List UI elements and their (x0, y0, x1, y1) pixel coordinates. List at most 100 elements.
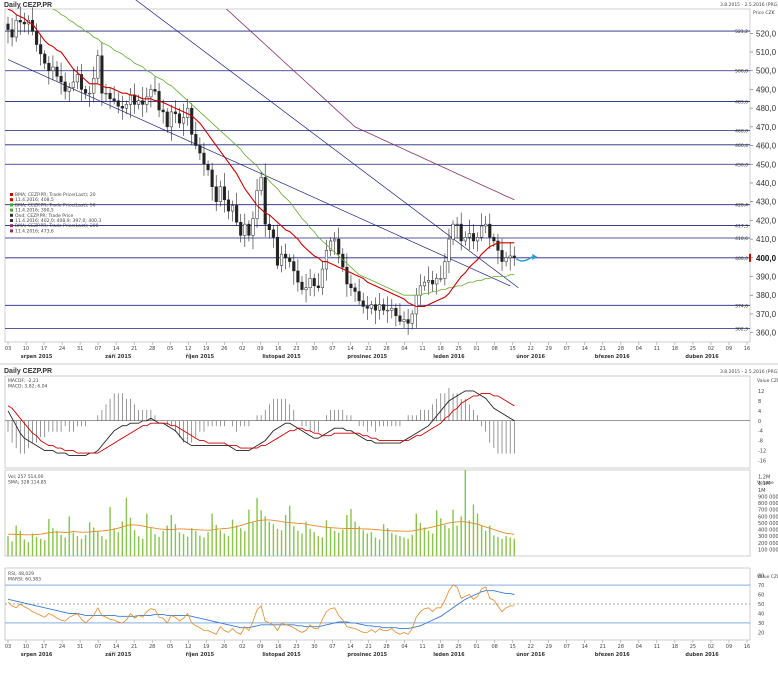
candle-body (259, 177, 263, 191)
volume-y-tick-label: 100 000 (758, 547, 778, 553)
x-day-label: 18 (672, 346, 678, 352)
price-y-tick-label: 480,0 (756, 104, 777, 113)
x-day-label: 09 (257, 346, 263, 352)
x-month-label-lower: říjen 2015 (186, 651, 215, 658)
volume-y-tick-label: 500 000 (758, 521, 778, 527)
price-legend-entry: 11.4.2016; 402,0; 408,9; 397,0; 400,3 (15, 218, 101, 224)
candle-body (426, 280, 431, 283)
price-level-label: 468,0 (735, 129, 748, 135)
candle-body (369, 304, 373, 309)
x-day-label-lower: 09 (257, 644, 263, 650)
x-month-label: prosinec 2015 (347, 354, 387, 360)
candle-body (198, 145, 202, 154)
candle-body (300, 281, 304, 290)
x-day-label-lower: 17 (41, 644, 47, 650)
x-day-label-lower: 02 (239, 644, 245, 650)
x-day-label: 25 (690, 346, 696, 352)
price-date-range: 3.8.2015 - 2.5.2016 (PRG) (720, 2, 778, 8)
candle-body (377, 304, 382, 311)
candle-body (504, 257, 508, 262)
x-day-label-lower: 15 (509, 644, 515, 650)
x-day-label-lower: 24 (59, 644, 65, 650)
price-level-label: 417,3 (735, 223, 748, 229)
price-level-label: 362,3 (735, 326, 748, 332)
x-day-label: 04 (636, 346, 642, 352)
candle-body (296, 270, 300, 283)
x-day-label-lower: 16 (744, 644, 750, 650)
price-y-tick-label: 360,0 (756, 329, 777, 338)
macd-y-tick-label: 12 (758, 389, 764, 395)
candle-body (18, 19, 22, 23)
legend-swatch (10, 229, 13, 233)
candle-body (398, 315, 402, 322)
x-day-label: 15 (509, 346, 515, 352)
rsi-y-tick-label: 80 (758, 574, 764, 580)
candle-body (280, 253, 284, 266)
price-legend-entry: BMA; CEZP.PR; Trade Price(Last); 50 (15, 202, 96, 208)
candle-body (484, 223, 488, 227)
candle-body (51, 66, 55, 71)
x-day-label-lower: 21 (365, 644, 371, 650)
x-day-label: 14 (347, 346, 353, 352)
candle-body (480, 225, 484, 238)
x-day-label: 12 (185, 346, 191, 352)
x-day-label-lower: 07 (329, 644, 335, 650)
x-month-label-lower: prosinec 2015 (347, 652, 387, 658)
x-day-label: 28 (383, 346, 389, 352)
x-day-label-lower: 04 (636, 644, 642, 650)
price-level-label: 450,0 (735, 162, 748, 168)
sma200-line (225, 9, 515, 201)
x-day-label-lower: 04 (401, 644, 407, 650)
volume-y-tick-label: 800 000 (758, 501, 778, 507)
candle-body (243, 223, 247, 236)
candle-body (414, 294, 418, 315)
x-day-label-lower: 01 (473, 644, 479, 650)
panel-frame-1 (4, 375, 751, 469)
macd-title: Daily CEZP.PR (4, 368, 52, 375)
candle-body (202, 152, 206, 165)
macd-y-tick-label: 8 (758, 399, 761, 405)
candle-body (267, 223, 271, 231)
legend-swatch (10, 208, 13, 212)
candle-body (169, 111, 173, 128)
candle-body (149, 89, 153, 98)
x-day-label: 19 (203, 346, 209, 352)
candle-body (206, 164, 210, 171)
x-month-label-lower: březen 2016 (595, 651, 630, 658)
candle-body (92, 77, 96, 94)
candle-body (451, 223, 455, 240)
legend-swatch (10, 224, 13, 228)
x-day-label: 21 (600, 346, 606, 352)
rsi-line (7, 584, 515, 635)
candle-body (386, 309, 390, 312)
x-day-label-lower: 16 (275, 644, 281, 650)
candle-body (88, 92, 92, 95)
price-y-unit: Price CZK (753, 10, 776, 16)
x-day-label-lower: 29 (546, 644, 552, 650)
price-y-tick-label: 460,0 (756, 142, 777, 151)
x-day-label-lower: 18 (437, 644, 443, 650)
x-day-label-lower: 31 (77, 644, 83, 650)
candle-body (373, 304, 378, 311)
candle-body (263, 177, 267, 225)
price-level-label: 521,2 (735, 29, 748, 35)
x-month-label: říjen 2015 (186, 353, 215, 360)
candle-body (39, 44, 43, 55)
price-y-tick-label: 490,0 (756, 85, 777, 94)
candle-body (116, 100, 120, 107)
x-month-label: srpen 2015 (21, 354, 53, 360)
candle-body (447, 238, 451, 262)
candle-body (55, 66, 59, 77)
candle-body (459, 223, 463, 242)
x-day-label-lower: 22 (528, 644, 534, 650)
x-day-label: 07 (564, 346, 570, 352)
x-day-label-lower: 18 (672, 644, 678, 650)
candle-body (455, 223, 459, 226)
candle-body (218, 186, 222, 202)
candle-body (120, 106, 124, 109)
macd-legend-entry: MACD; 3,82; 6,04 (8, 384, 48, 390)
candle-body (320, 268, 324, 288)
candle-body (328, 240, 333, 251)
price-level-label: 410,6 (735, 236, 748, 242)
